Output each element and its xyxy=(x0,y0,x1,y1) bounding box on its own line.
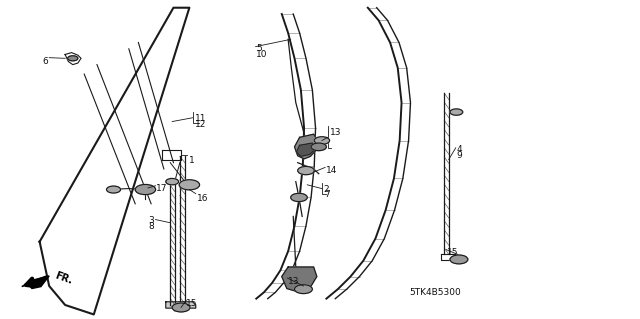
Text: 13: 13 xyxy=(288,277,300,286)
Text: 5: 5 xyxy=(256,44,262,53)
Text: 14: 14 xyxy=(326,166,338,175)
Text: 6: 6 xyxy=(42,57,48,66)
Polygon shape xyxy=(22,276,49,288)
Text: 10: 10 xyxy=(256,50,268,59)
Text: 5TK4B5300: 5TK4B5300 xyxy=(409,288,461,297)
Text: 3: 3 xyxy=(148,216,154,226)
Text: 7: 7 xyxy=(324,190,330,199)
Circle shape xyxy=(311,143,326,151)
Text: 2: 2 xyxy=(324,185,330,194)
Circle shape xyxy=(450,109,463,115)
Text: 8: 8 xyxy=(148,222,154,231)
Circle shape xyxy=(68,56,78,61)
Text: 12: 12 xyxy=(195,120,206,129)
Circle shape xyxy=(179,180,200,190)
Polygon shape xyxy=(282,267,317,292)
Circle shape xyxy=(450,255,468,264)
Text: 1: 1 xyxy=(189,156,195,165)
Circle shape xyxy=(298,167,314,175)
Text: 17: 17 xyxy=(156,184,168,193)
Text: 4: 4 xyxy=(456,145,462,154)
Circle shape xyxy=(172,303,190,312)
Text: 13: 13 xyxy=(330,128,341,137)
Circle shape xyxy=(314,137,330,144)
Circle shape xyxy=(135,184,156,195)
Text: FR.: FR. xyxy=(54,270,74,286)
Circle shape xyxy=(291,193,307,202)
Circle shape xyxy=(166,178,179,185)
Circle shape xyxy=(294,285,312,293)
Text: 15: 15 xyxy=(447,248,459,257)
Polygon shape xyxy=(294,134,319,159)
Text: 11: 11 xyxy=(195,114,206,122)
Circle shape xyxy=(106,186,120,193)
Polygon shape xyxy=(296,143,316,156)
Text: 15: 15 xyxy=(186,299,198,308)
Text: 16: 16 xyxy=(197,194,209,203)
Polygon shape xyxy=(166,302,196,308)
Text: 9: 9 xyxy=(456,151,462,160)
